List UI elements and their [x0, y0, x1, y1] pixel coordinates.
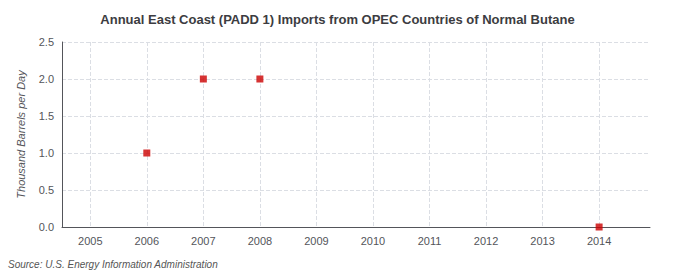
svg-text:Thousand Barrels per Day: Thousand Barrels per Day	[15, 69, 27, 199]
svg-text:2012: 2012	[474, 235, 498, 247]
svg-text:2005: 2005	[78, 235, 102, 247]
svg-text:2006: 2006	[135, 235, 159, 247]
svg-text:2009: 2009	[304, 235, 328, 247]
svg-text:2007: 2007	[191, 235, 215, 247]
svg-text:2014: 2014	[587, 235, 611, 247]
svg-text:0.5: 0.5	[39, 184, 54, 196]
svg-text:Annual East Coast (PADD 1) Imp: Annual East Coast (PADD 1) Imports from …	[100, 12, 574, 27]
svg-text:2013: 2013	[530, 235, 554, 247]
svg-text:2.5: 2.5	[39, 36, 54, 48]
svg-text:2010: 2010	[361, 235, 385, 247]
svg-text:2.0: 2.0	[39, 73, 54, 85]
svg-text:Source: U.S. Energy Informatio: Source: U.S. Energy Information Administ…	[8, 259, 218, 270]
svg-text:2011: 2011	[418, 235, 442, 247]
svg-text:1.0: 1.0	[39, 147, 54, 159]
svg-text:0.0: 0.0	[39, 221, 54, 233]
svg-text:1.5: 1.5	[39, 110, 54, 122]
svg-text:2008: 2008	[248, 235, 272, 247]
